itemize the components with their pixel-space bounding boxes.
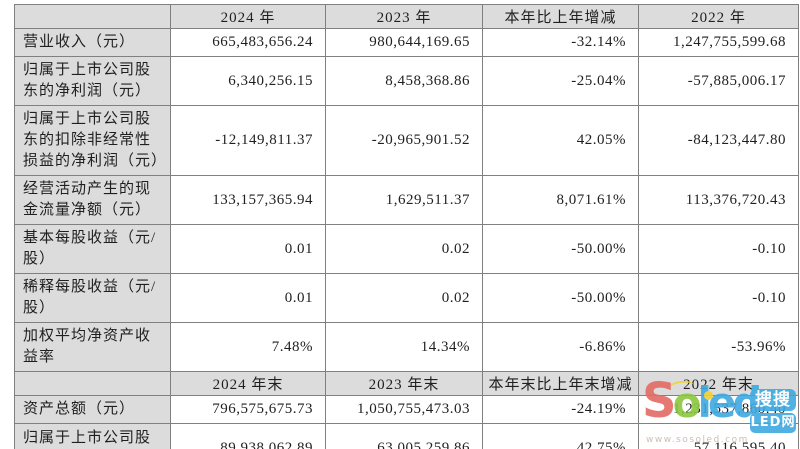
value-cell: 7.48%	[170, 322, 326, 372]
value-cell: 1,050,755,473.03	[325, 395, 483, 424]
value-cell: -53.96%	[638, 322, 799, 372]
column-header-2023-end: 2023 年末	[325, 371, 483, 396]
value-cell: 89,938,062.89	[170, 423, 326, 449]
value-cell: 113,376,720.43	[638, 175, 799, 225]
value-cell: -24.19%	[482, 395, 639, 424]
corner-cell	[14, 4, 171, 29]
table-header-row-period-end: 2024 年末 2023 年末 本年末比上年末增减 2022 年末	[14, 371, 799, 396]
value-cell: 1,629,511.37	[325, 175, 483, 225]
financial-summary-table: 2024 年 2023 年 本年比上年增减 2022 年 营业收入（元） 665…	[14, 4, 799, 449]
table-row-net-profit-excl-nonrecurring: 归属于上市公司股东的扣除非经常性损益的净利润（元） -12,149,811.37…	[14, 105, 799, 176]
value-cell: -12,149,811.37	[170, 105, 326, 176]
row-label: 经营活动产生的现金流量净额（元）	[14, 175, 171, 225]
value-cell: 796,575,675.73	[170, 395, 326, 424]
corner-cell	[14, 371, 171, 396]
table-row-basic-eps: 基本每股收益（元/股） 0.01 0.02 -50.00% -0.10	[14, 224, 799, 274]
value-cell: 980,644,169.65	[325, 28, 483, 57]
value-cell: 1,247,755,599.68	[638, 28, 799, 57]
table-header-row-annual: 2024 年 2023 年 本年比上年增减 2022 年	[14, 4, 799, 29]
row-label: 基本每股收益（元/股）	[14, 224, 171, 274]
row-label: 归属于上市公司股东的扣除非经常性损益的净利润（元）	[14, 105, 171, 176]
column-header-period-end-change: 本年末比上年末增减	[482, 371, 639, 396]
value-cell: 0.01	[170, 224, 326, 274]
value-cell: 8,458,368.86	[325, 56, 483, 106]
table-row-weighted-avg-roe: 加权平均净资产收益率 7.48% 14.34% -6.86% -53.96%	[14, 322, 799, 372]
column-header-yoy-change: 本年比上年增减	[482, 4, 639, 29]
value-cell: -84,123,447.80	[638, 105, 799, 176]
value-cell: 14.34%	[325, 322, 483, 372]
value-cell: 42.05%	[482, 105, 639, 176]
row-label: 加权平均净资产收益率	[14, 322, 171, 372]
value-cell: 0.01	[170, 273, 326, 323]
value-cell: -0.10	[638, 224, 799, 274]
table-row-total-assets: 资产总额（元） 796,575,675.73 1,050,755,473.03 …	[14, 395, 799, 424]
column-header-2022: 2022 年	[638, 4, 799, 29]
value-cell: 42.75%	[482, 423, 639, 449]
row-label: 资产总额（元）	[14, 395, 171, 424]
column-header-2022-end: 2022 年末	[638, 371, 799, 396]
table-row-net-assets: 归属于上市公司股东的净资产（元） 89,938,062.89 63,005,25…	[14, 423, 799, 449]
value-cell: 133,157,365.94	[170, 175, 326, 225]
column-header-2023: 2023 年	[325, 4, 483, 29]
table-row-operating-cash-flow: 经营活动产生的现金流量净额（元） 133,157,365.94 1,629,51…	[14, 175, 799, 225]
row-label: 归属于上市公司股东的净利润（元）	[14, 56, 171, 106]
value-cell: -50.00%	[482, 273, 639, 323]
value-cell: 57,116,595.40	[638, 423, 799, 449]
value-cell: 6,340,256.15	[170, 56, 326, 106]
value-cell: -0.10	[638, 273, 799, 323]
table-row-net-profit: 归属于上市公司股东的净利润（元） 6,340,256.15 8,458,368.…	[14, 56, 799, 106]
table-row-diluted-eps: 稀释每股收益（元/股） 0.01 0.02 -50.00% -0.10	[14, 273, 799, 323]
value-cell: -20,965,901.52	[325, 105, 483, 176]
column-header-2024-end: 2024 年末	[170, 371, 326, 396]
column-header-2024: 2024 年	[170, 4, 326, 29]
row-label: 稀释每股收益（元/股）	[14, 273, 171, 323]
value-cell: -6.86%	[482, 322, 639, 372]
value-cell: 8,071.61%	[482, 175, 639, 225]
value-cell: -32.14%	[482, 28, 639, 57]
row-label: 营业收入（元）	[14, 28, 171, 57]
value-cell: -50.00%	[482, 224, 639, 274]
row-label: 归属于上市公司股东的净资产（元）	[14, 423, 171, 449]
value-cell: 0.02	[325, 224, 483, 274]
value-cell: -25.04%	[482, 56, 639, 106]
value-cell: 665,483,656.24	[170, 28, 326, 57]
value-cell: 63,005,259.86	[325, 423, 483, 449]
table-row-revenue: 营业收入（元） 665,483,656.24 980,644,169.65 -3…	[14, 28, 799, 57]
value-cell: 1,231,537,860.40	[638, 395, 799, 424]
value-cell: -57,885,006.17	[638, 56, 799, 106]
value-cell: 0.02	[325, 273, 483, 323]
